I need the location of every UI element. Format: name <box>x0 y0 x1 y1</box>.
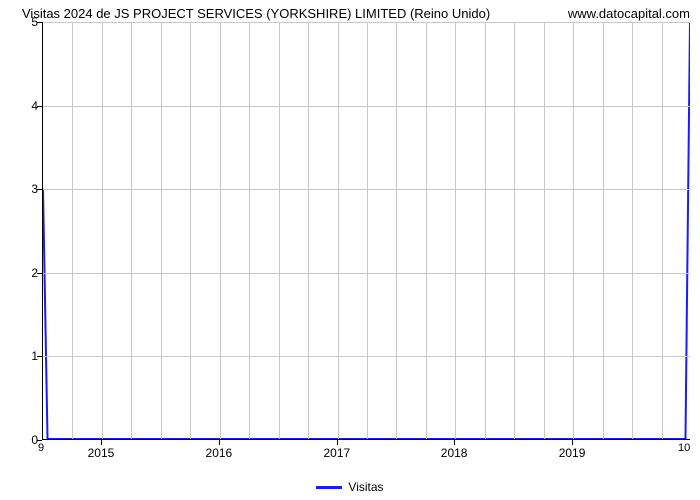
y-tick-mark <box>37 273 42 274</box>
x-tick-label: 2017 <box>323 446 350 460</box>
y-tick-mark <box>37 440 42 441</box>
legend-line-icon <box>316 486 342 489</box>
grid-line-vertical <box>514 22 515 439</box>
x-tick-label: 2016 <box>206 446 233 460</box>
y-tick-mark <box>37 106 42 107</box>
grid-line-vertical <box>426 22 427 439</box>
legend: Visitas <box>0 480 700 494</box>
grid-line-vertical <box>485 22 486 439</box>
grid-line-vertical <box>573 22 574 439</box>
point-label: 10 <box>678 442 690 454</box>
plot-area <box>42 22 690 440</box>
grid-line-vertical <box>220 22 221 439</box>
x-tick-label: 2015 <box>88 446 115 460</box>
y-tick-mark <box>37 189 42 190</box>
y-tick-label: 5 <box>8 15 38 29</box>
grid-line-vertical <box>190 22 191 439</box>
point-label: 9 <box>38 442 44 454</box>
grid-line-vertical <box>367 22 368 439</box>
grid-line-vertical <box>249 22 250 439</box>
grid-line-vertical <box>161 22 162 439</box>
y-tick-label: 3 <box>8 182 38 196</box>
x-tick-mark <box>454 440 455 445</box>
legend-label: Visitas <box>348 480 383 494</box>
x-tick-mark <box>337 440 338 445</box>
grid-line-vertical <box>544 22 545 439</box>
y-tick-label: 4 <box>8 99 38 113</box>
grid-line-vertical <box>279 22 280 439</box>
x-tick-mark <box>572 440 573 445</box>
grid-line-vertical <box>131 22 132 439</box>
y-tick-label: 0 <box>8 433 38 447</box>
grid-line-vertical <box>603 22 604 439</box>
grid-line-vertical <box>455 22 456 439</box>
x-tick-mark <box>101 440 102 445</box>
y-tick-label: 1 <box>8 349 38 363</box>
y-tick-mark <box>37 356 42 357</box>
watermark-text: www.datocapital.com <box>568 6 690 21</box>
x-tick-label: 2019 <box>559 446 586 460</box>
grid-line-vertical <box>396 22 397 439</box>
chart-title: Visitas 2024 de JS PROJECT SERVICES (YOR… <box>22 6 490 21</box>
y-tick-label: 2 <box>8 266 38 280</box>
grid-line-vertical <box>632 22 633 439</box>
grid-line-vertical <box>72 22 73 439</box>
y-tick-mark <box>37 22 42 23</box>
grid-line-vertical <box>308 22 309 439</box>
x-tick-label: 2018 <box>441 446 468 460</box>
grid-line-vertical <box>338 22 339 439</box>
grid-line-vertical <box>662 22 663 439</box>
x-tick-mark <box>219 440 220 445</box>
grid-line-vertical <box>102 22 103 439</box>
